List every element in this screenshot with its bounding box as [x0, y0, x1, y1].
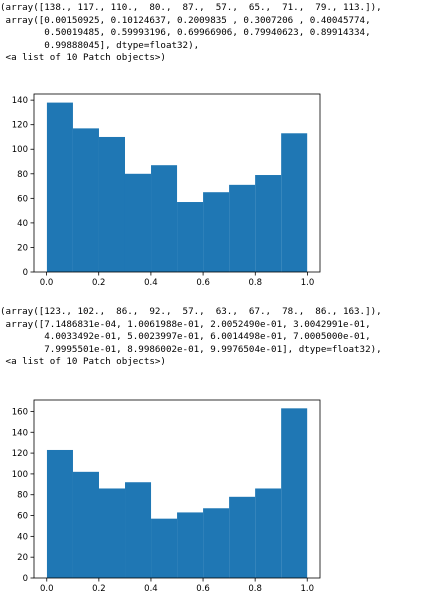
x-tick-label: 0.0 — [40, 584, 54, 594]
y-tick-label: 60 — [17, 194, 28, 204]
y-tick-label: 140 — [12, 428, 28, 438]
output-line: (array([123., 102., 86., 92., 57., 63., … — [0, 306, 382, 317]
histogram-bar — [177, 512, 204, 578]
output-line: <a list of 10 Patch objects>) — [0, 356, 166, 367]
histogram-bar — [203, 508, 230, 578]
histogram-chart-2: 0.0 0.2 0.4 0.6 0.8 1.0 0 20 40 60 80 100 120 140 160 — [12, 399, 321, 594]
output-line: 0.99888045], dtype=float32), — [0, 39, 200, 51]
y-tick-label: 100 — [12, 470, 28, 480]
output-line: array([0.00150925, 0.10124637, 0.2009835… — [0, 14, 371, 26]
y-tick-label: 60 — [17, 512, 28, 522]
x-tick-label: 0.8 — [249, 278, 263, 288]
x-tick-label: 0.4 — [144, 584, 158, 594]
plot-frame — [33, 93, 321, 273]
output-line: array([7.1486831e-04, 1.0061988e-01, 2.0… — [0, 318, 371, 330]
histogram-bar — [229, 184, 256, 272]
y-tick-label: 40 — [17, 219, 28, 229]
histogram-bar — [72, 471, 99, 578]
x-tick-label: 0.2 — [92, 584, 106, 594]
y-tick-label: 100 — [12, 145, 28, 155]
histogram-bar — [177, 202, 204, 272]
histogram-bar — [151, 165, 178, 272]
y-tick-label: 80 — [17, 491, 28, 501]
y-tick-label: 20 — [17, 553, 28, 563]
x-tick-label: 0.8 — [248, 584, 262, 594]
output-line: 4.0033492e-01, 5.0023997e-01, 6.0014498e… — [0, 331, 371, 342]
cell-output-text-2: (array([123., 102., 86., 92., 57., 63., … — [0, 306, 382, 369]
histogram-bar — [203, 192, 230, 272]
histogram-bar — [46, 449, 73, 578]
histogram-bar — [125, 482, 152, 578]
histogram-bar — [255, 488, 282, 578]
plot-frame — [33, 399, 321, 579]
x-tick-label: 1.0 — [300, 584, 314, 594]
x-tick-label: 0.2 — [92, 278, 106, 288]
histogram-bar — [124, 173, 152, 272]
y-tick-label: 160 — [12, 407, 28, 417]
y-tick-label: 0 — [23, 268, 28, 278]
y-tick-label: 140 — [12, 96, 28, 106]
y-tick-label: 120 — [12, 449, 28, 459]
y-tick-label: 20 — [17, 243, 28, 253]
histogram-bar — [281, 408, 308, 578]
histogram-bar — [46, 102, 73, 272]
histogram-bar — [98, 136, 125, 272]
output-line: <a list of 10 Patch objects>) — [0, 52, 166, 63]
histogram-chart-1: 0.0 0.2 0.4 0.6 0.8 1.0 0 20 40 60 80 100 120 140 — [12, 93, 321, 288]
y-tick-label: 80 — [17, 170, 28, 180]
x-tick-label: 0.0 — [40, 278, 54, 288]
output-line: 0.50019485, 0.59993196, 0.69966906, 0.79… — [0, 27, 371, 38]
histogram-bar — [151, 518, 178, 578]
x-tick-label: 0.6 — [196, 278, 210, 288]
x-tick-label: 0.4 — [144, 278, 158, 288]
x-tick-label: 1.0 — [301, 278, 315, 288]
histogram-bar — [72, 128, 99, 272]
histogram-bar — [255, 175, 282, 272]
output-line: (array([138., 117., 110., 80., 87., 57.,… — [0, 2, 382, 13]
histogram-bar — [98, 488, 126, 578]
histogram-bar — [281, 133, 308, 272]
y-tick-label: 120 — [12, 121, 28, 131]
output-line: 7.9995501e-01, 8.9986002e-01, 9.9976504e… — [0, 343, 382, 355]
x-tick-label: 0.6 — [196, 584, 210, 594]
cell-output-text-1: (array([138., 117., 110., 80., 87., 57.,… — [0, 2, 382, 65]
y-tick-label: 0 — [23, 574, 28, 584]
histogram-bar — [229, 496, 256, 578]
y-tick-label: 40 — [17, 532, 28, 542]
